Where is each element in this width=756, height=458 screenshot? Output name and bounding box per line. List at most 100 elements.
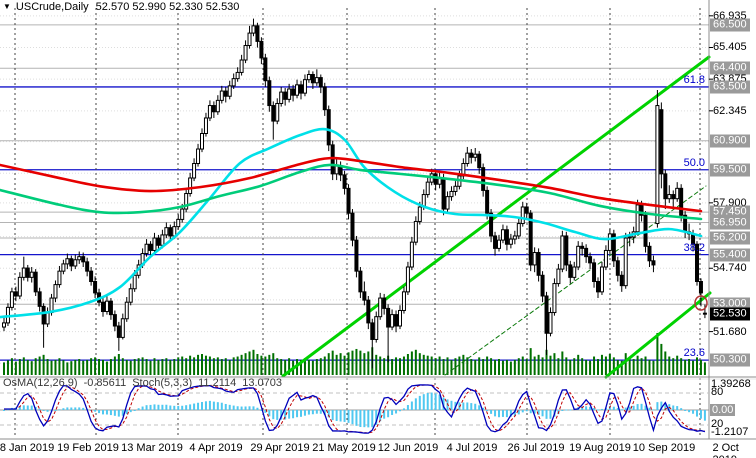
osma-histogram-bar	[406, 405, 409, 410]
volume-bar	[387, 355, 390, 375]
symbol-dropdown-icon[interactable]: ▼	[3, 2, 11, 11]
osma-histogram-bar	[699, 410, 702, 419]
volume-bar	[692, 360, 695, 375]
osma-histogram-bar	[66, 407, 69, 410]
volume-bar	[494, 359, 497, 375]
osma-histogram-bar	[644, 405, 647, 410]
candle-body	[592, 262, 597, 283]
candle-body	[398, 309, 402, 327]
osma-histogram-bar	[260, 409, 263, 411]
volume-bar	[240, 354, 243, 375]
volume-bar	[438, 356, 441, 375]
volume-bar	[375, 354, 378, 375]
volume-bar	[272, 353, 275, 375]
volume-bar	[153, 358, 156, 375]
candle-body	[370, 322, 375, 340]
indicator-20-label: 20	[711, 418, 724, 430]
candle-body	[160, 234, 165, 246]
candle-body	[318, 77, 323, 88]
volume-bar	[395, 357, 398, 375]
volume-bar	[537, 354, 540, 375]
ma-slow-red[interactable]	[0, 156, 703, 213]
date-tick-label: 4 Apr 2019	[189, 442, 243, 454]
volume-bar	[347, 352, 350, 375]
candle-body	[116, 325, 121, 338]
osma-histogram-bar	[307, 410, 310, 415]
volume-bar	[474, 359, 477, 375]
osma-histogram-bar	[177, 405, 180, 410]
ma-fast-cyan[interactable]	[0, 127, 703, 319]
osma-histogram-bar	[109, 410, 112, 416]
volume-bar	[513, 359, 516, 375]
volume-bar	[189, 355, 192, 375]
candle-body	[172, 226, 177, 237]
volume-bar	[703, 362, 706, 375]
volume-bar	[577, 354, 580, 375]
volume-bar	[505, 359, 508, 375]
candle-body	[667, 194, 672, 200]
volume-bar	[327, 353, 330, 375]
candle-body	[453, 185, 458, 192]
candle-body	[528, 212, 533, 266]
candle-body	[306, 74, 311, 81]
candle-body	[207, 105, 212, 119]
volume-bar	[98, 359, 101, 375]
volume-bar	[604, 356, 607, 375]
candle-body	[698, 281, 703, 294]
indicator-zero-badge: 0.00	[710, 404, 736, 416]
price-level-badge: 60.900	[710, 134, 750, 148]
volume-bar	[34, 358, 37, 375]
osma-histogram-bar	[458, 402, 461, 410]
volume-bar	[363, 353, 366, 375]
candle-body	[239, 59, 244, 73]
osma-histogram-bar	[280, 410, 283, 420]
candle-body	[156, 237, 161, 246]
date-tick-label: 4 Jul 2019	[446, 442, 498, 454]
current-price-badge: 52.530	[710, 307, 750, 321]
candle-body	[552, 283, 557, 314]
osma-histogram-bar	[38, 408, 41, 410]
candle-body	[223, 90, 228, 97]
date-tick-label: 2 Oct 2019	[712, 442, 739, 458]
volume-bar	[402, 356, 405, 375]
price-tick-label: 62.345	[713, 104, 747, 117]
osma-histogram-bar	[208, 400, 211, 410]
volume-bar	[426, 355, 429, 375]
osma-histogram-bar	[343, 410, 346, 422]
volume-bar	[656, 333, 659, 375]
osma-histogram-bar	[569, 409, 572, 411]
price-level-badge: 57.450	[710, 205, 750, 219]
candle-body	[200, 132, 204, 150]
volume-bar	[6, 360, 9, 375]
candle-body	[584, 247, 589, 258]
candle-body	[37, 291, 42, 307]
volume-bar	[78, 359, 81, 375]
osma-histogram-bar	[672, 405, 675, 410]
volume-bar	[260, 355, 263, 375]
osma-histogram-bar	[165, 404, 168, 410]
ellipse-annotation[interactable]	[694, 295, 708, 311]
osma-value: -0.85611	[83, 377, 127, 389]
volume-bar	[644, 356, 647, 375]
candle-body	[516, 223, 521, 237]
uptrend-short-trendline[interactable]	[604, 291, 712, 379]
ma-med-green[interactable]	[0, 163, 703, 221]
candle-body	[101, 301, 105, 313]
osma-histogram-bar	[117, 410, 120, 417]
osma-histogram-bar	[612, 406, 615, 410]
volume-bar	[688, 359, 691, 375]
volume-bar	[185, 358, 188, 375]
volume-bar	[22, 357, 25, 375]
volume-bar	[339, 353, 342, 375]
candle-body	[619, 274, 624, 287]
osma-histogram-bar	[652, 409, 655, 411]
volume-bar	[490, 358, 493, 375]
osma-histogram-bar	[561, 410, 564, 411]
uptrend-inner-trendline[interactable]	[444, 185, 707, 376]
volume-bar	[573, 358, 576, 375]
osma-histogram-bar	[565, 409, 568, 411]
fib-level-label: 23.6	[683, 347, 705, 360]
osma-histogram-bar	[327, 410, 330, 418]
